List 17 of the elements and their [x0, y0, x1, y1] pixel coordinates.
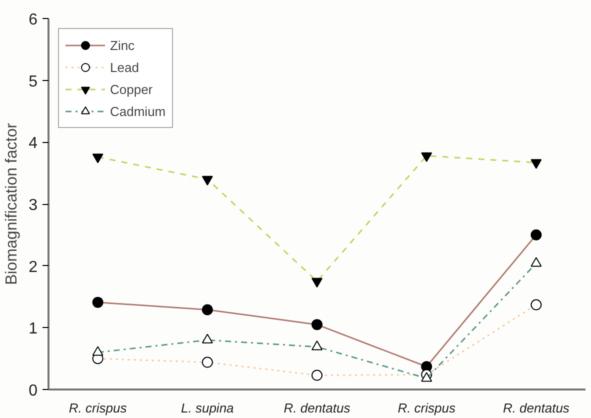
y-tick-label: 5	[28, 73, 38, 90]
legend-label: Zinc	[110, 38, 135, 52]
x-tick-label: R. crispus	[398, 400, 456, 416]
x-tick-label: L. supina	[181, 400, 234, 416]
legend-label: Copper	[110, 82, 153, 96]
legend-label: Lead	[110, 60, 139, 74]
legend-label: Cadmium	[110, 104, 166, 118]
y-tick-label: 6	[28, 12, 38, 28]
x-tick-label: R. crispus	[68, 400, 128, 416]
y-tick-label: 2	[28, 258, 38, 276]
y-axis-title: Biomagnification factor	[4, 122, 21, 285]
x-tick-label: R. dentatus	[284, 400, 351, 416]
y-tick-label: 0	[28, 382, 38, 400]
y-tick-label: 1	[28, 320, 38, 338]
y-tick-label: 3	[28, 197, 38, 214]
x-tick-label: R. dentatus	[502, 400, 570, 416]
y-tick-label: 4	[28, 135, 38, 152]
